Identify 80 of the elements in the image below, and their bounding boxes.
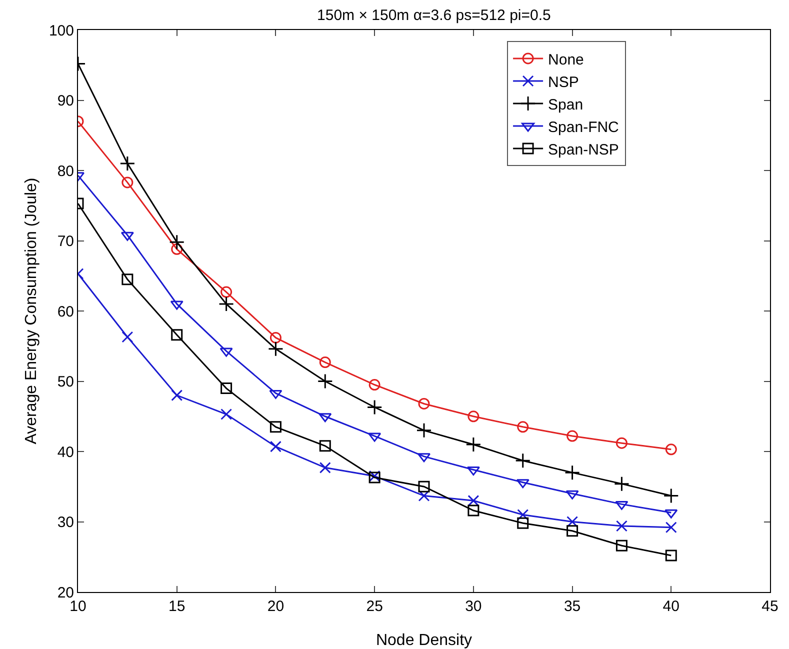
point	[220, 348, 233, 357]
chart-title: 150m × 150m α=3.6 ps=512 pi=0.5	[317, 7, 551, 24]
x-tick-label: 25	[366, 598, 383, 615]
point	[517, 421, 529, 433]
legend-label: Span-NSP	[548, 141, 619, 158]
legend-label: Span	[548, 96, 584, 114]
point	[517, 517, 529, 529]
point	[466, 466, 480, 476]
y-tick-label: 80	[57, 162, 74, 180]
point	[120, 232, 134, 241]
point	[317, 374, 333, 389]
x-tick-label: 45	[762, 598, 778, 615]
point	[268, 341, 284, 357]
point	[566, 490, 579, 500]
x-tick-label: 40	[662, 598, 680, 615]
y-tick-label: 90	[57, 92, 74, 110]
point	[319, 462, 331, 474]
point	[566, 516, 578, 528]
point	[270, 332, 282, 344]
point	[466, 436, 482, 452]
point	[564, 464, 580, 480]
legend-label: Span-FNC	[548, 118, 620, 136]
y-tick-label: 50	[57, 374, 74, 390]
point	[418, 398, 430, 410]
point	[319, 440, 331, 452]
y-tick-label: 30	[57, 514, 74, 531]
point	[122, 274, 134, 286]
x-axis-title: Node Density	[376, 632, 472, 649]
point	[614, 476, 630, 492]
point	[122, 331, 134, 343]
point	[616, 437, 628, 449]
legend-label: NSP	[548, 74, 579, 91]
point	[220, 382, 232, 394]
point	[270, 440, 282, 452]
point	[418, 490, 430, 502]
point	[663, 488, 679, 504]
y-tick-label: 40	[57, 444, 74, 461]
x-tick-label: 20	[267, 598, 284, 615]
point	[122, 176, 134, 188]
point	[171, 243, 183, 255]
point	[220, 408, 232, 420]
y-tick-label: 60	[57, 303, 74, 320]
point	[566, 525, 578, 537]
point	[368, 379, 380, 391]
point	[270, 421, 282, 433]
point	[319, 356, 331, 368]
point	[516, 479, 530, 488]
point	[418, 480, 430, 492]
point	[366, 399, 382, 415]
point	[416, 422, 432, 438]
x-tick-label: 15	[168, 598, 186, 615]
point	[665, 444, 677, 456]
point	[468, 410, 480, 422]
point	[615, 500, 628, 510]
point	[171, 329, 183, 341]
point	[120, 156, 136, 172]
point	[318, 413, 332, 422]
x-tick-label: 30	[465, 598, 482, 615]
point	[616, 540, 628, 552]
y-tick-label: 70	[57, 233, 74, 250]
point	[665, 550, 677, 562]
legend-label: None	[548, 51, 584, 68]
point	[220, 286, 232, 298]
x-tick-label: 35	[564, 598, 581, 615]
point	[368, 432, 382, 442]
point	[515, 452, 531, 468]
point	[169, 234, 185, 250]
y-axis-title: Average Energy Consumption (Joule)	[23, 178, 40, 444]
point	[218, 296, 234, 312]
point	[171, 390, 183, 402]
point	[170, 300, 184, 310]
point	[665, 522, 677, 534]
point	[566, 430, 578, 442]
point	[517, 508, 529, 520]
point	[664, 509, 678, 518]
point	[616, 520, 628, 532]
point	[269, 390, 282, 399]
point	[468, 504, 480, 516]
y-tick-label: 100	[48, 22, 74, 40]
point	[468, 494, 480, 506]
